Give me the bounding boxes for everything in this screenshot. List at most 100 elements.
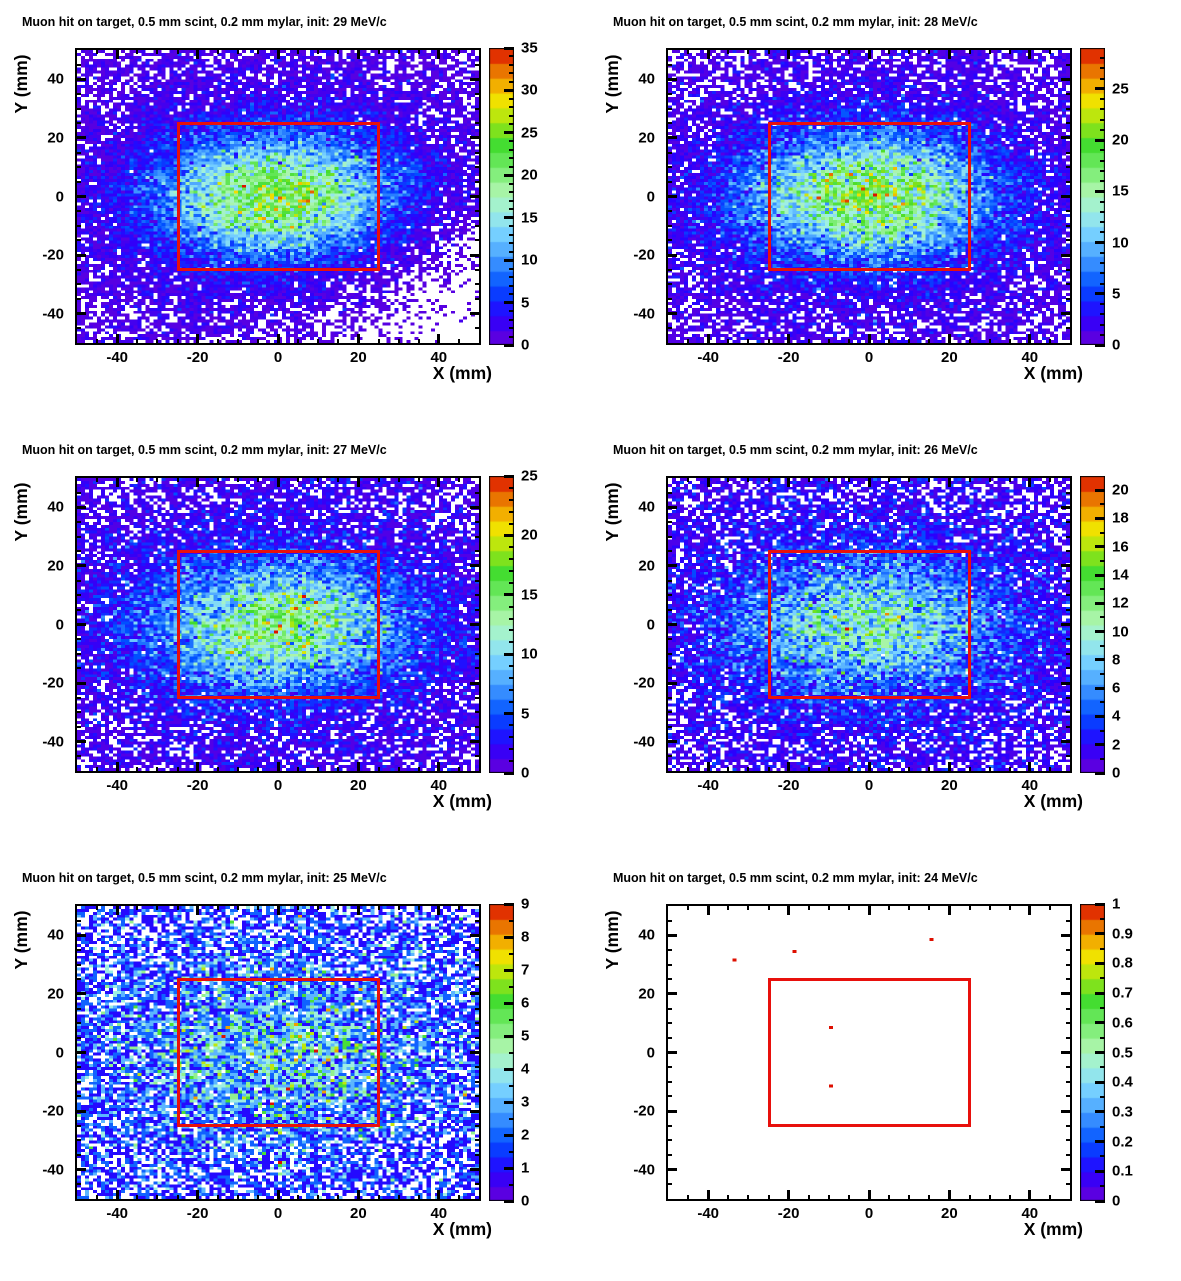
y-tick-label: -20 bbox=[42, 674, 64, 692]
tick-mark bbox=[1061, 933, 1070, 937]
tick-mark bbox=[1100, 251, 1105, 254]
tick-mark bbox=[1100, 303, 1105, 306]
tick-mark bbox=[337, 906, 340, 910]
tick-mark bbox=[115, 1190, 119, 1199]
tick-mark bbox=[297, 767, 300, 771]
tick-mark bbox=[1066, 224, 1070, 227]
tick-mark bbox=[437, 478, 441, 487]
tick-mark bbox=[668, 550, 672, 553]
y-tick-label: -20 bbox=[633, 246, 655, 264]
tick-mark bbox=[988, 906, 991, 910]
tick-mark bbox=[908, 906, 911, 910]
tick-mark bbox=[397, 767, 400, 771]
x-axis-title: X (mm) bbox=[432, 1219, 492, 1239]
tick-mark bbox=[1061, 1051, 1070, 1054]
tick-mark bbox=[1066, 726, 1070, 729]
colorbar-tick-label: 0.6 bbox=[1112, 1014, 1133, 1032]
tick-mark bbox=[1095, 714, 1105, 718]
tick-mark bbox=[475, 696, 479, 699]
tick-mark bbox=[668, 268, 672, 271]
tick-mark bbox=[475, 298, 479, 301]
tick-mark bbox=[1028, 1190, 1032, 1199]
tick-mark bbox=[1066, 652, 1070, 655]
tick-mark bbox=[457, 906, 460, 910]
colorbar-tick-label: 18 bbox=[1112, 509, 1129, 527]
tick-mark bbox=[807, 478, 810, 482]
x-tick-label: 20 bbox=[941, 777, 958, 794]
tick-mark bbox=[317, 50, 320, 54]
tick-mark bbox=[470, 623, 479, 626]
x-tick-label: 20 bbox=[350, 777, 367, 794]
tick-mark bbox=[668, 92, 672, 95]
tick-mark bbox=[509, 617, 514, 620]
tick-mark bbox=[1100, 333, 1105, 336]
tick-mark bbox=[1100, 118, 1105, 121]
tick-mark bbox=[176, 767, 179, 771]
tick-mark bbox=[668, 491, 672, 494]
tick-mark bbox=[115, 478, 119, 487]
tick-mark bbox=[317, 339, 320, 343]
tick-mark bbox=[236, 478, 239, 482]
tick-mark bbox=[888, 478, 891, 482]
colorbar-tick-label: 25 bbox=[521, 124, 538, 142]
tick-mark bbox=[1066, 151, 1070, 154]
colorbar-tick-label: 3 bbox=[521, 1093, 530, 1111]
tick-mark bbox=[77, 520, 81, 523]
x-tick-label: 20 bbox=[350, 1205, 367, 1222]
tick-mark bbox=[216, 767, 219, 771]
tick-mark bbox=[77, 268, 81, 271]
tick-mark bbox=[504, 216, 514, 220]
tick-mark bbox=[988, 767, 991, 771]
tick-mark bbox=[668, 239, 672, 242]
tick-mark bbox=[509, 546, 514, 549]
colorbar-tick-label: 0.3 bbox=[1112, 1103, 1133, 1121]
tick-mark bbox=[807, 339, 810, 343]
plot-panel-init-29mevc: Muon hit on target, 0.5 mm scint, 0.2 mm… bbox=[0, 0, 590, 425]
tick-mark bbox=[397, 50, 400, 54]
tick-mark bbox=[297, 1195, 300, 1199]
tick-mark bbox=[504, 652, 514, 656]
colorbar-tick-label: 0 bbox=[521, 764, 530, 782]
tick-mark bbox=[457, 1195, 460, 1199]
tick-mark bbox=[509, 665, 514, 668]
tick-mark bbox=[1048, 906, 1051, 910]
tick-mark bbox=[176, 478, 179, 482]
tick-mark bbox=[256, 767, 259, 771]
tick-mark bbox=[1100, 977, 1105, 980]
tick-mark bbox=[77, 1139, 81, 1142]
y-tick-label: 20 bbox=[638, 129, 655, 147]
tick-mark bbox=[337, 1195, 340, 1199]
tick-mark bbox=[475, 1183, 479, 1186]
tick-mark bbox=[77, 978, 81, 981]
tick-mark bbox=[504, 173, 514, 177]
tick-mark bbox=[216, 906, 219, 910]
tick-mark bbox=[317, 1195, 320, 1199]
tick-mark bbox=[504, 1166, 514, 1170]
tick-mark bbox=[96, 478, 99, 482]
tick-mark bbox=[687, 478, 690, 482]
tick-mark bbox=[276, 478, 280, 487]
tick-mark bbox=[847, 339, 850, 343]
tick-mark bbox=[668, 978, 672, 981]
tick-mark bbox=[668, 253, 677, 257]
y-tick-label: 20 bbox=[47, 985, 64, 1003]
colorbar-tick-label: 5 bbox=[521, 294, 530, 312]
tick-mark bbox=[77, 623, 86, 626]
y-tick-label: -40 bbox=[633, 305, 655, 323]
tick-mark bbox=[1061, 505, 1070, 509]
tick-mark bbox=[337, 478, 340, 482]
tick-mark bbox=[687, 906, 690, 910]
y-tick-label: 40 bbox=[638, 926, 655, 944]
x-tick-label: 20 bbox=[941, 349, 958, 366]
tick-mark bbox=[509, 80, 514, 83]
colorbar-tick-label: 2 bbox=[1112, 736, 1121, 754]
tick-mark bbox=[475, 594, 479, 597]
tick-mark bbox=[767, 1195, 770, 1199]
tick-mark bbox=[256, 50, 259, 54]
tick-mark bbox=[727, 478, 730, 482]
tick-mark bbox=[77, 239, 81, 242]
tick-mark bbox=[968, 1195, 971, 1199]
tick-mark bbox=[256, 339, 259, 343]
y-tick-label: 40 bbox=[638, 498, 655, 516]
tick-mark bbox=[908, 767, 911, 771]
